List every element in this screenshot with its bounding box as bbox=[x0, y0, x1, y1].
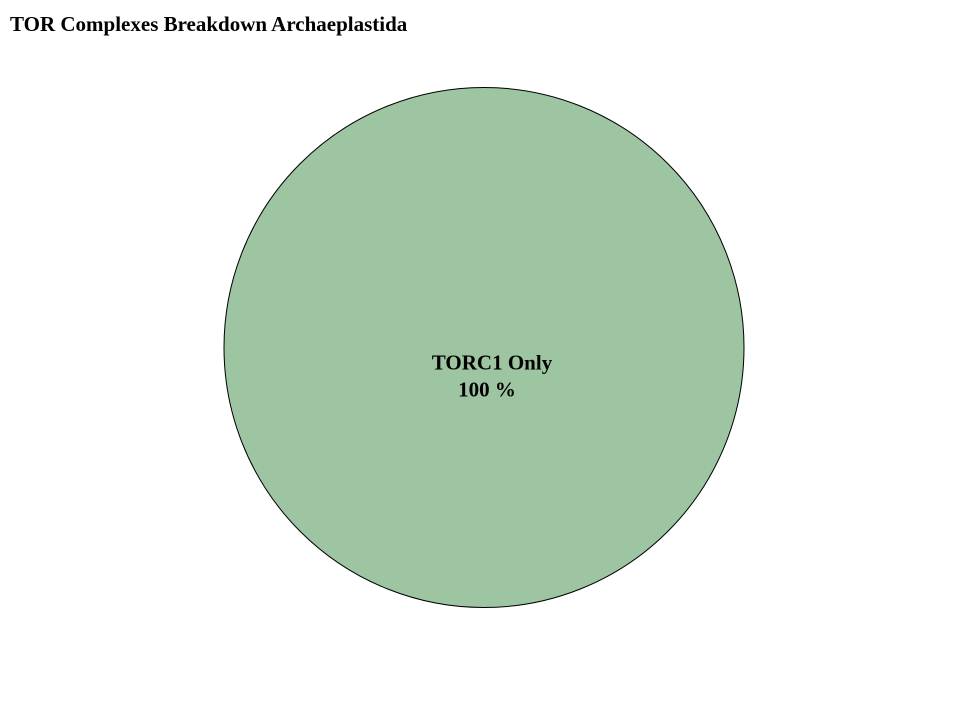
pie-slice bbox=[223, 87, 745, 608]
slice-percent-label: 100 % bbox=[458, 378, 516, 402]
slice-label: TORC1 Only bbox=[432, 351, 553, 375]
pie-slices bbox=[223, 87, 745, 608]
pie-labels: TORC1 Only 100 % bbox=[432, 351, 553, 402]
chart-title: TOR Complexes Breakdown Archaeplastida bbox=[10, 12, 408, 36]
